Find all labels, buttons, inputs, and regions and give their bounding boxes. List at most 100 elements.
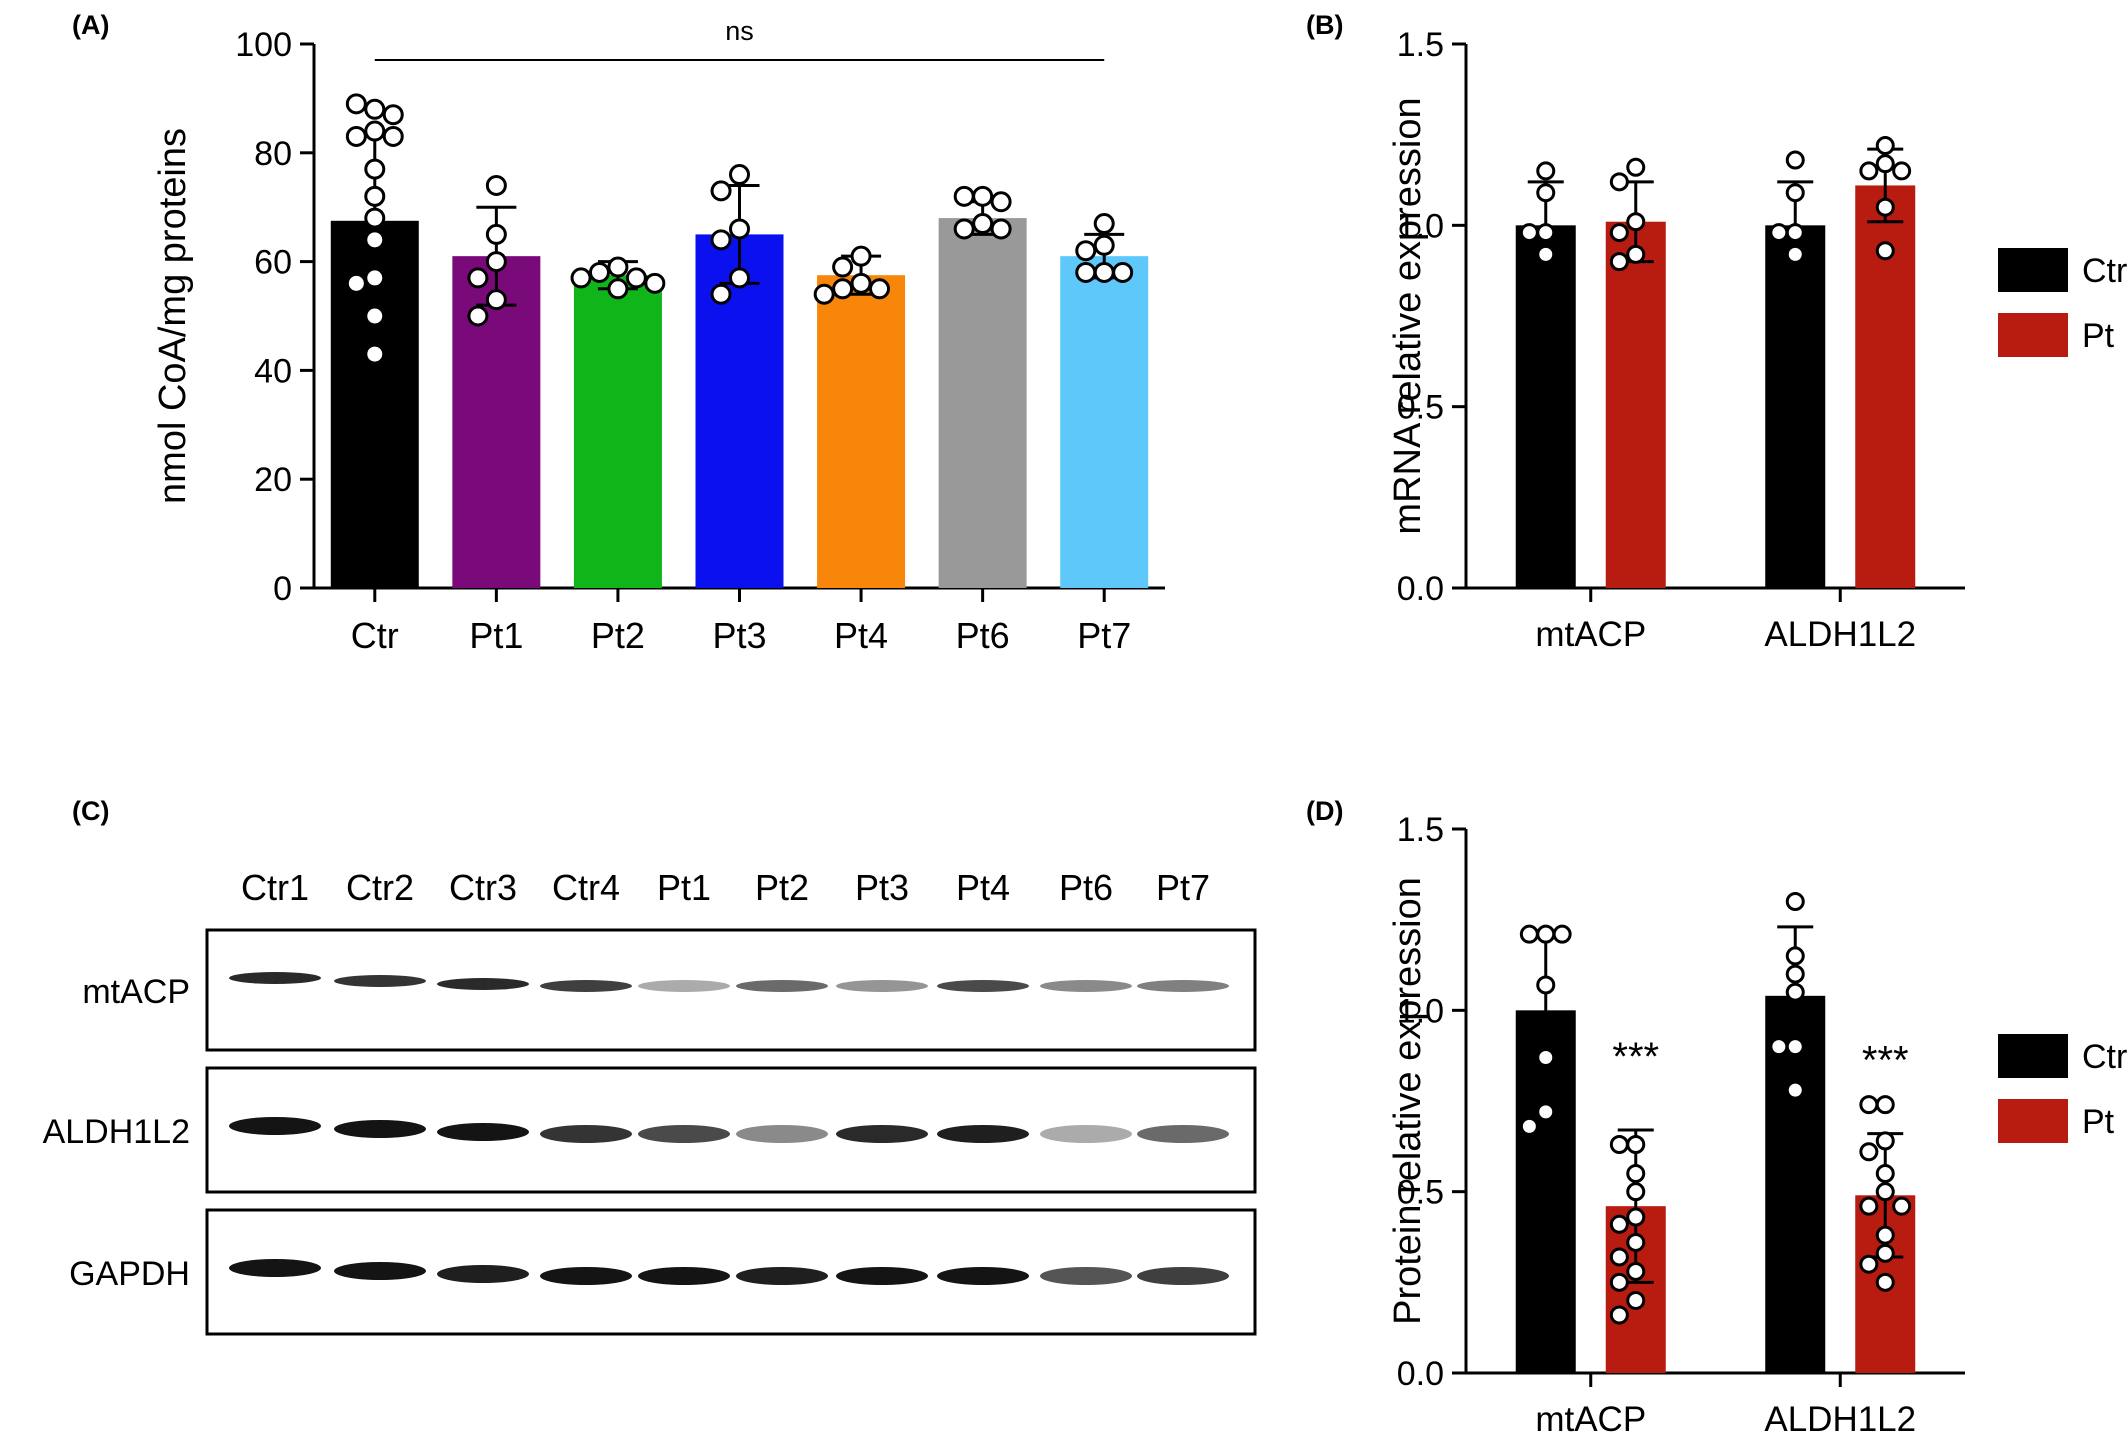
- data-point: [1112, 261, 1134, 283]
- blot-band: [540, 980, 632, 992]
- blot-band: [1137, 1125, 1229, 1143]
- data-point: [1859, 1142, 1879, 1162]
- data-point: [1769, 223, 1789, 243]
- data-point: [1536, 975, 1556, 995]
- y-tick-label: 40: [254, 352, 292, 390]
- data-point: [1609, 252, 1629, 272]
- data-point: [990, 191, 1012, 213]
- blot-band: [1137, 980, 1229, 992]
- y-tick-label: 0.0: [1397, 570, 1444, 608]
- panel-d-bar-chart: 0.0 0.5 1.0 1.5 Protein relative expression m…: [1387, 811, 2127, 1438]
- data-point: [1609, 1135, 1629, 1155]
- lane-label-ctr4: Ctr4: [552, 867, 620, 908]
- panel-b-bar-chart: 0.0 0.5 1.0 1.5 mRNA relative expression mtAC…: [1387, 26, 2127, 654]
- blot-band: [334, 975, 426, 987]
- blot-band: [1040, 980, 1132, 992]
- y-tick-label: 0.5: [1397, 389, 1444, 427]
- data-point: [467, 267, 489, 289]
- bar-ctr-mtacp: [1515, 225, 1576, 589]
- data-point: [1609, 1214, 1629, 1234]
- blot-band: [736, 980, 828, 992]
- blot-band: [638, 1267, 730, 1285]
- data-point: [1626, 1232, 1646, 1252]
- blot-band: [540, 1267, 632, 1285]
- lane-label-pt4: Pt4: [956, 867, 1010, 908]
- data-point: [364, 207, 386, 229]
- data-point: [570, 267, 592, 289]
- data-point: [1785, 150, 1805, 170]
- blot-band: [1040, 1125, 1132, 1143]
- y-tick-label: 1.0: [1397, 992, 1444, 1030]
- panel-a-bar-chart: 0 20 40 60 80 100 nmol CoA/mg proteins Ctr Pt1 Pt…: [152, 16, 1165, 656]
- data-point: [1626, 244, 1646, 264]
- data-point: [364, 305, 386, 327]
- data-point: [1609, 172, 1629, 192]
- blot-row-label-mtacp: mtACP: [82, 973, 190, 1011]
- data-point: [1875, 1182, 1895, 1202]
- data-point: [1536, 161, 1556, 181]
- x-tick-label: Pt1: [469, 615, 523, 656]
- y-tick-label: 1.5: [1397, 26, 1444, 64]
- x-tick-label: Pt3: [712, 615, 766, 656]
- data-point: [1626, 157, 1646, 177]
- data-point: [1785, 183, 1805, 203]
- data-point: [869, 278, 891, 300]
- lane-label-ctr3: Ctr3: [449, 867, 517, 908]
- x-tick-label: Pt4: [834, 615, 888, 656]
- y-axis-title: nmol CoA/mg proteins: [152, 128, 194, 504]
- y-tick-label: 0: [273, 570, 292, 608]
- data-point: [1075, 261, 1097, 283]
- significance-marker: ***: [1862, 1039, 1909, 1083]
- lane-label-ctr2: Ctr2: [346, 867, 414, 908]
- data-point: [644, 272, 666, 294]
- data-point: [729, 218, 750, 240]
- data-point: [588, 261, 610, 283]
- y-tick-label: 80: [254, 135, 292, 173]
- bar-pt1: [452, 256, 541, 588]
- y-tick-label: 1.5: [1397, 811, 1444, 849]
- data-point: [485, 289, 507, 311]
- data-point: [364, 158, 386, 180]
- data-point: [972, 213, 994, 235]
- data-point: [1626, 1290, 1646, 1310]
- data-point: [1609, 1305, 1629, 1325]
- x-tick-label: Ctr: [351, 615, 399, 656]
- data-point: [625, 267, 647, 289]
- data-point: [1785, 223, 1805, 243]
- data-point: [364, 185, 386, 207]
- lane-label-pt7: Pt7: [1156, 867, 1210, 908]
- bar-pt6: [938, 218, 1027, 588]
- data-point: [1536, 1102, 1556, 1122]
- data-point: [1093, 261, 1115, 283]
- blot-band: [1040, 1267, 1132, 1285]
- data-point: [1859, 1254, 1879, 1274]
- data-point: [607, 278, 629, 300]
- data-point: [1859, 1196, 1879, 1216]
- data-point: [1536, 924, 1556, 944]
- data-point: [485, 174, 507, 196]
- data-point: [382, 104, 404, 126]
- blot-band: [937, 1125, 1029, 1143]
- bar-pt3: [695, 234, 784, 588]
- data-point: [485, 251, 507, 273]
- data-point: [1609, 1272, 1629, 1292]
- legend-label-ctr: Ctr: [2082, 1038, 2127, 1076]
- data-point: [1892, 161, 1912, 181]
- y-tick-label: 0.5: [1397, 1174, 1444, 1212]
- data-point: [953, 218, 975, 240]
- x-tick-label: ALDH1L2: [1764, 615, 1916, 654]
- data-point: [1785, 892, 1805, 912]
- panel-label-b: (B): [1306, 10, 1343, 40]
- data-point: [364, 120, 386, 142]
- panel-c-western-blot: Ctr1 Ctr2 Ctr3 Ctr4 Pt1 Pt2 Pt3 Pt4 Pt6 Pt7 mtACP A…: [43, 867, 1257, 1336]
- data-point: [850, 245, 872, 267]
- data-point: [345, 125, 367, 147]
- data-point: [364, 229, 386, 251]
- data-point: [1626, 212, 1646, 232]
- data-point: [1785, 982, 1805, 1002]
- legend-swatch-ctr: [1998, 248, 2068, 292]
- y-axis-title: Protein relative expression: [1387, 877, 1429, 1325]
- data-point: [1859, 161, 1879, 181]
- data-point: [1875, 241, 1895, 261]
- blot-band: [229, 1259, 321, 1277]
